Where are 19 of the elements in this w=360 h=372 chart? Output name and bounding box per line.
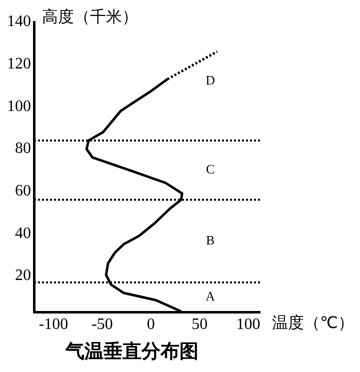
annotation: C [206,162,215,177]
x-tick-label: 50 [192,316,208,333]
y-axis-title: 高度（千米） [42,7,138,26]
y-tick-label: 40 [15,224,31,242]
y-tick-label: 80 [15,140,31,158]
annotation: A [206,288,216,304]
x-axis-title: 温度（℃） [272,313,354,332]
annotation: D [206,72,215,88]
y-tick-label: 140 [7,13,31,30]
annotation: B [206,232,215,248]
y-tick-label: 20 [15,267,31,284]
y-tick-label: 120 [7,56,31,73]
x-tick-label: -50 [92,316,113,333]
x-tick-label: 100 [236,316,260,333]
text: 气温垂直分布图 [64,340,198,363]
x-tick-label: 0 [146,316,155,333]
y-tick-label: 100 [7,98,31,115]
x-tick-label: -100 [38,316,68,333]
y-tick-label: 60 [15,182,31,200]
